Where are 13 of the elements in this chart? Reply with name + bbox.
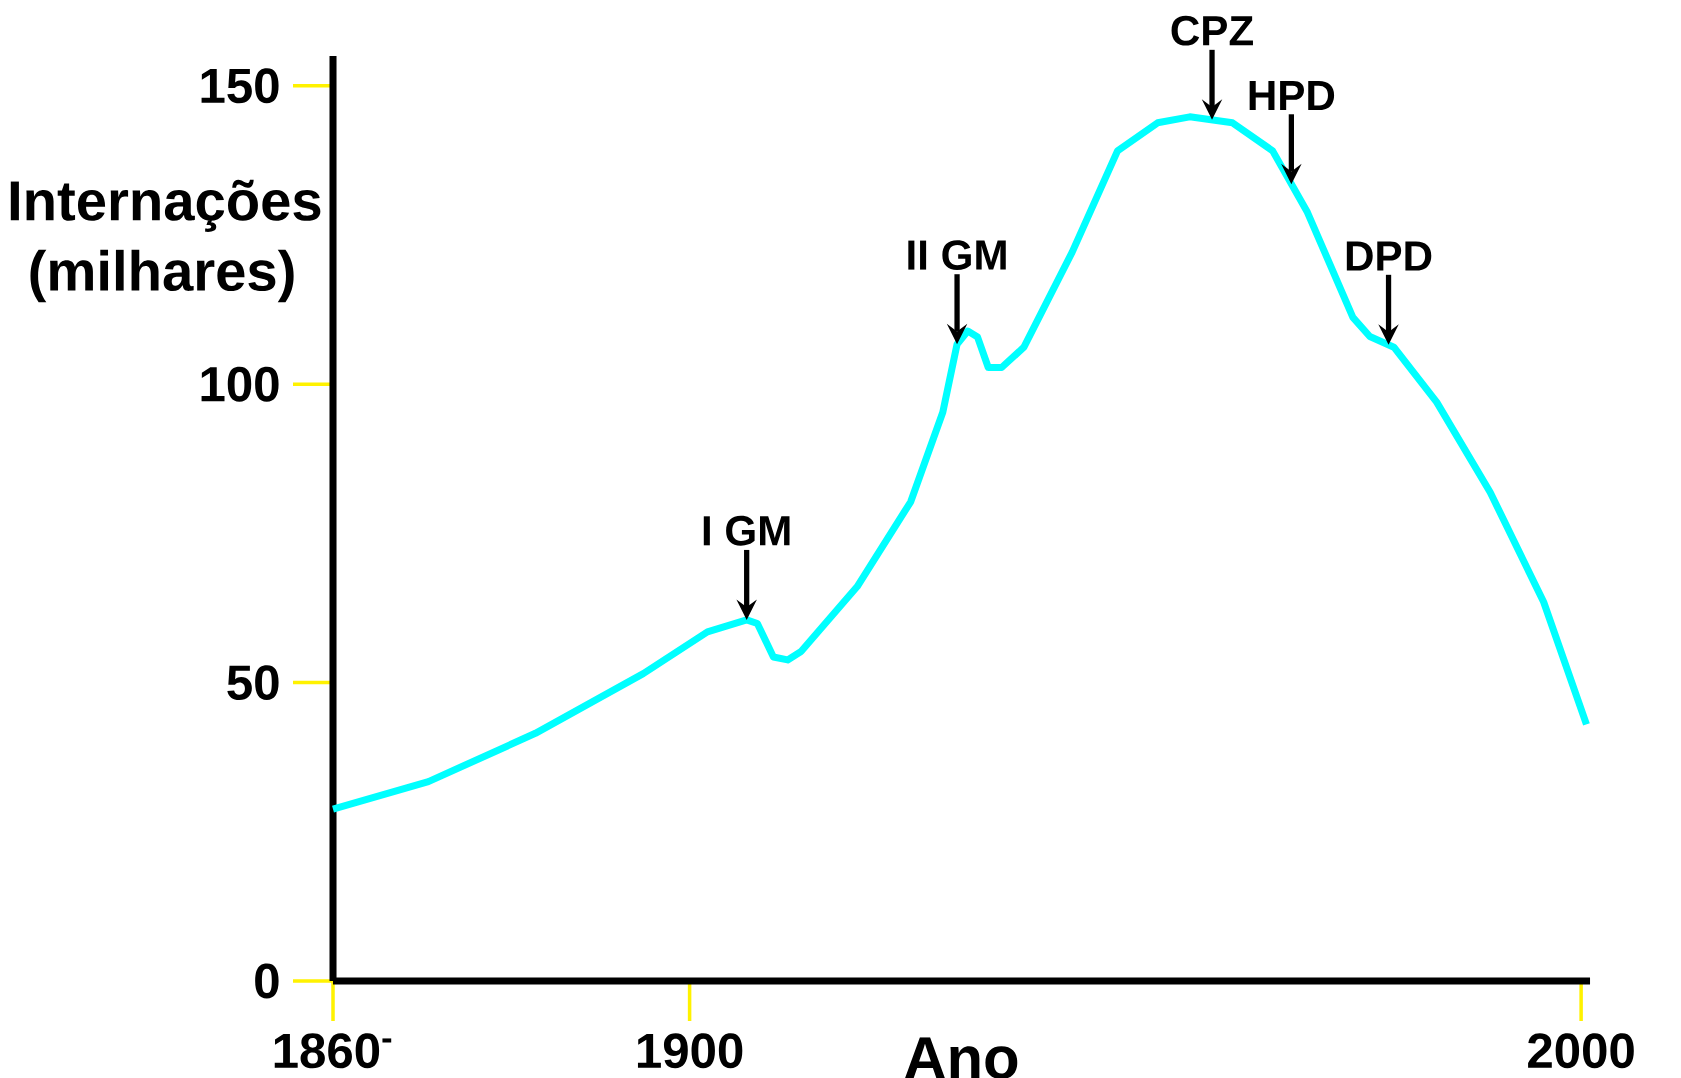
y-tick-label: 50 <box>227 665 279 701</box>
x-tick-label: 1860$^{-}$ <box>274 1033 392 1069</box>
x-tick-label: 2000 <box>1528 1033 1634 1069</box>
x-tick-label: 1900 <box>637 1033 743 1069</box>
annotation: CPZ <box>1171 15 1253 46</box>
annotation: I GM <box>703 515 790 546</box>
annotation: HPD <box>1249 81 1335 111</box>
annotation: DPD <box>1346 241 1432 271</box>
y-tick-label: 150 <box>201 68 279 104</box>
y-axis-title: Internações (milhares) <box>10 179 321 303</box>
annotation: II GM <box>908 240 1006 270</box>
y-tick-label: 0 <box>255 963 279 999</box>
y-tick-label: 100 <box>201 366 279 402</box>
